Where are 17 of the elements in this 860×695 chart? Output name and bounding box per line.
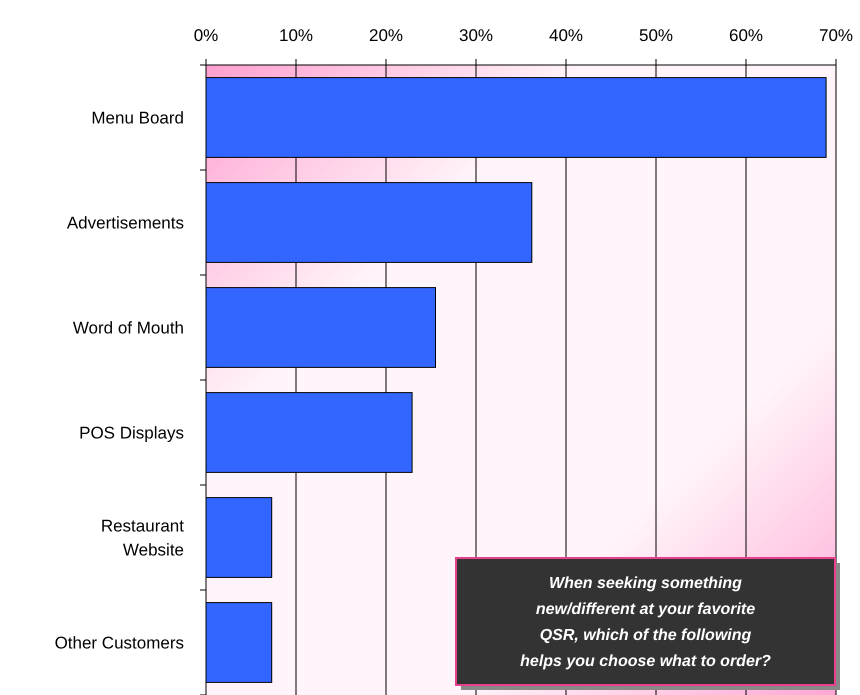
y-tick-label: Word of Mouth (72, 318, 184, 338)
y-tick-label: Restaurant Website (100, 516, 184, 560)
x-tick-label: 40% (548, 26, 584, 45)
annotation: When seeking something new/different at your favorite QSR, which of the following helps you choose what to order? (520, 575, 772, 670)
x-tick-label: 10% (278, 26, 314, 45)
x-tick-label: 50% (638, 26, 674, 45)
x-tick-label: 30% (458, 26, 494, 45)
bar (206, 602, 272, 683)
y-tick-label: Other Customers (54, 634, 184, 652)
bar (206, 497, 272, 578)
x-tick-label: 70% (818, 26, 854, 45)
y-tick-label: Menu Board (91, 108, 184, 128)
y-tick-label: Advertisements (66, 214, 184, 232)
x-tick-label: 0% (194, 26, 218, 45)
x-tick-label: 20% (368, 26, 404, 45)
x-tick-label: 60% (728, 26, 764, 45)
y-tick-label: POS Displays (79, 424, 184, 442)
